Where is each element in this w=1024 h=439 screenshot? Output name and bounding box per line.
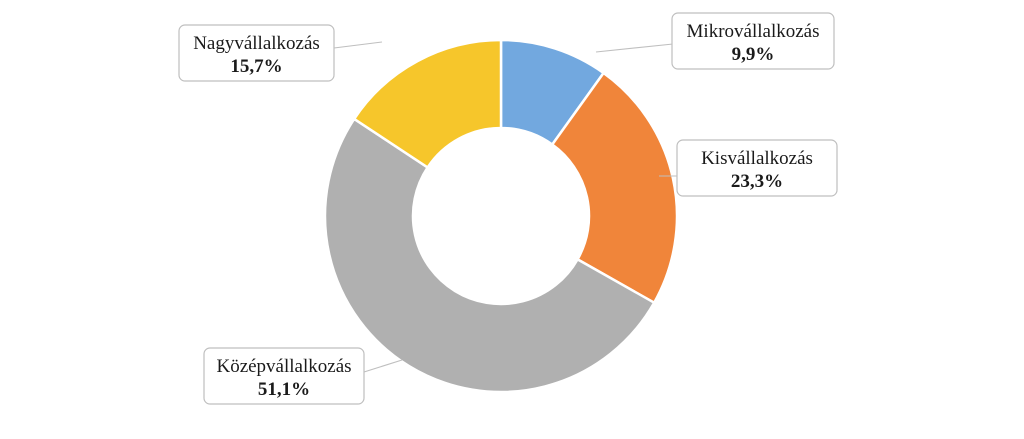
callout-box xyxy=(178,24,335,82)
callout-box xyxy=(203,347,365,405)
donut-slices xyxy=(323,38,679,394)
slice-label: Középvállalkozás xyxy=(216,356,351,377)
callout-box xyxy=(676,139,838,197)
slice-nagyvállalkozás xyxy=(352,38,503,170)
callout-labels: Mikrovállalkozás9,9%Kisvállalkozás23,3%K… xyxy=(178,12,838,405)
leader-line xyxy=(595,43,674,53)
slice-label: Kisvállalkozás xyxy=(701,148,813,169)
leader-line xyxy=(333,41,383,49)
callout-box xyxy=(671,12,835,70)
slice-kisvállalkozás xyxy=(550,71,679,305)
slice-value-label: 9,9% xyxy=(732,44,775,65)
slice-label: Mikrovállalkozás xyxy=(687,21,820,42)
slice-label: Nagyvállalkozás xyxy=(193,33,320,54)
slice-value-label: 51,1% xyxy=(258,379,310,400)
leader-line xyxy=(363,359,403,373)
slice-value-label: 15,7% xyxy=(230,56,282,77)
slice-középvállalkozás xyxy=(323,117,656,394)
slice-value-label: 23,3% xyxy=(731,171,783,192)
